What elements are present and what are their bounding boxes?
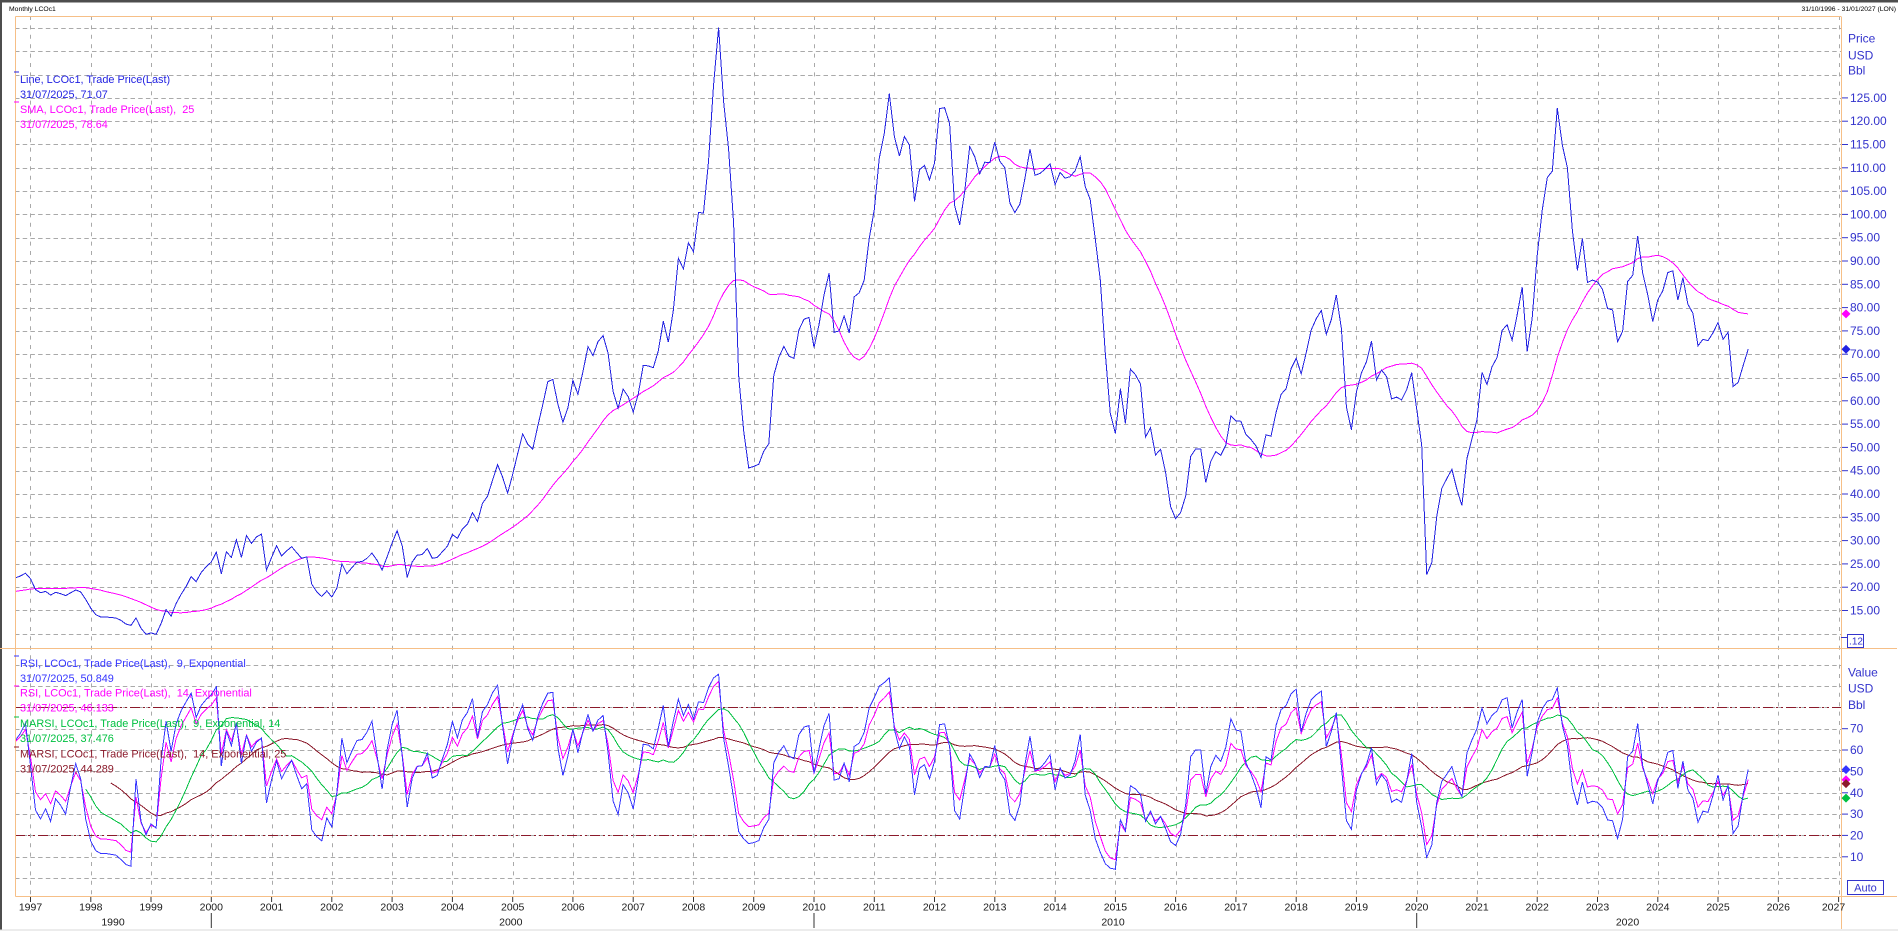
svg-text:75.00: 75.00 — [1850, 324, 1880, 338]
svg-text:110.00: 110.00 — [1850, 161, 1886, 175]
svg-text:31/07/2025, 44.289: 31/07/2025, 44.289 — [20, 764, 114, 776]
svg-text:90.00: 90.00 — [1850, 254, 1880, 268]
svg-text:105.00: 105.00 — [1850, 184, 1887, 198]
svg-text:31/07/2025, 50.849: 31/07/2025, 50.849 — [20, 673, 114, 685]
svg-text:.12: .12 — [1849, 637, 1863, 648]
svg-text:2001: 2001 — [260, 902, 284, 914]
svg-text:2018: 2018 — [1285, 902, 1309, 914]
svg-text:2013: 2013 — [983, 902, 1007, 914]
svg-text:20: 20 — [1850, 828, 1864, 842]
svg-text:70: 70 — [1850, 722, 1864, 736]
svg-text:2010: 2010 — [1101, 917, 1125, 929]
svg-text:2016: 2016 — [1164, 902, 1188, 914]
svg-text:31/07/2025, 46.133: 31/07/2025, 46.133 — [20, 703, 114, 715]
svg-text:2014: 2014 — [1043, 902, 1067, 914]
svg-text:60.00: 60.00 — [1850, 394, 1880, 408]
svg-text:USD: USD — [1848, 49, 1874, 63]
svg-text:USD: USD — [1848, 682, 1874, 696]
svg-text:120.00: 120.00 — [1850, 114, 1887, 128]
svg-text:Line, LCOc1, Trade Price(Last): Line, LCOc1, Trade Price(Last) — [20, 74, 170, 86]
svg-text:2015: 2015 — [1104, 902, 1128, 914]
svg-text:MARSI, LCOc1, Trade Price(Last: MARSI, LCOc1, Trade Price(Last), 14, Exp… — [20, 749, 286, 761]
svg-text:15.00: 15.00 — [1850, 604, 1880, 618]
svg-text:2027: 2027 — [1822, 902, 1846, 914]
svg-text:31/07/2025, 78.64: 31/07/2025, 78.64 — [20, 119, 108, 131]
svg-text:85.00: 85.00 — [1850, 277, 1880, 291]
svg-text:2026: 2026 — [1767, 902, 1791, 914]
svg-text:1990: 1990 — [101, 917, 125, 929]
svg-text:70.00: 70.00 — [1850, 347, 1880, 361]
svg-text:2011: 2011 — [863, 902, 886, 914]
svg-text:Auto: Auto — [1854, 883, 1877, 895]
svg-text:2006: 2006 — [561, 902, 585, 914]
svg-text:RSI, LCOc1, Trade Price(Last),: RSI, LCOc1, Trade Price(Last), 9, Expone… — [20, 658, 246, 670]
svg-text:60: 60 — [1850, 743, 1864, 757]
svg-text:125.00: 125.00 — [1850, 91, 1887, 105]
svg-text:31/07/2025, 71.07: 31/07/2025, 71.07 — [20, 89, 108, 101]
svg-text:Price: Price — [1848, 32, 1876, 46]
svg-text:1998: 1998 — [79, 902, 103, 914]
svg-text:2012: 2012 — [923, 902, 947, 914]
svg-text:2024: 2024 — [1646, 902, 1670, 914]
svg-text:SMA, LCOc1, Trade Price(Last),: SMA, LCOc1, Trade Price(Last), 25 — [20, 104, 194, 116]
svg-text:Monthly LCOc1: Monthly LCOc1 — [9, 6, 56, 13]
svg-text:2007: 2007 — [622, 902, 646, 914]
svg-text:95.00: 95.00 — [1850, 231, 1880, 245]
svg-text:30: 30 — [1850, 807, 1864, 821]
svg-text:2017: 2017 — [1224, 902, 1248, 914]
svg-text:40: 40 — [1850, 786, 1864, 800]
svg-text:31/10/1996 - 31/01/2027 (LON): 31/10/1996 - 31/01/2027 (LON) — [1802, 6, 1896, 13]
svg-text:2021: 2021 — [1465, 902, 1489, 914]
svg-text:2020: 2020 — [1405, 902, 1429, 914]
svg-text:2019: 2019 — [1345, 902, 1369, 914]
svg-text:45.00: 45.00 — [1850, 464, 1880, 478]
svg-text:30.00: 30.00 — [1850, 534, 1880, 548]
svg-text:2010: 2010 — [802, 902, 826, 914]
svg-text:2000: 2000 — [200, 902, 224, 914]
svg-text:2008: 2008 — [682, 902, 706, 914]
svg-text:115.00: 115.00 — [1850, 138, 1886, 152]
svg-text:1999: 1999 — [139, 902, 163, 914]
svg-text:31/07/2025, 37.476: 31/07/2025, 37.476 — [20, 733, 114, 745]
svg-text:2000: 2000 — [499, 917, 523, 929]
svg-text:35.00: 35.00 — [1850, 510, 1880, 524]
svg-text:Bbl: Bbl — [1848, 698, 1865, 712]
svg-text:Value: Value — [1848, 665, 1878, 679]
svg-text:40.00: 40.00 — [1850, 487, 1880, 501]
svg-text:2025: 2025 — [1706, 902, 1730, 914]
svg-text:2004: 2004 — [441, 902, 465, 914]
svg-text:80.00: 80.00 — [1850, 301, 1880, 315]
svg-text:25.00: 25.00 — [1850, 557, 1880, 571]
svg-text:2022: 2022 — [1526, 902, 1550, 914]
svg-text:2009: 2009 — [742, 902, 766, 914]
svg-text:2020: 2020 — [1616, 917, 1640, 929]
svg-text:RSI, LCOc1, Trade Price(Last),: RSI, LCOc1, Trade Price(Last), 14, Expon… — [20, 688, 252, 700]
svg-text:Bbl: Bbl — [1848, 64, 1865, 78]
svg-text:2023: 2023 — [1586, 902, 1610, 914]
svg-text:55.00: 55.00 — [1850, 417, 1880, 431]
svg-text:20.00: 20.00 — [1850, 580, 1880, 594]
svg-text:100.00: 100.00 — [1850, 207, 1887, 221]
svg-text:2005: 2005 — [501, 902, 525, 914]
svg-text:50: 50 — [1850, 764, 1864, 778]
svg-text:65.00: 65.00 — [1850, 371, 1880, 385]
svg-text:MARSI, LCOc1, Trade Price(Last: MARSI, LCOc1, Trade Price(Last), 9, Expo… — [20, 718, 280, 730]
svg-text:2002: 2002 — [320, 902, 344, 914]
svg-text:1997: 1997 — [19, 902, 43, 914]
svg-text:50.00: 50.00 — [1850, 440, 1880, 454]
svg-text:10: 10 — [1850, 850, 1864, 864]
svg-text:2003: 2003 — [380, 902, 404, 914]
